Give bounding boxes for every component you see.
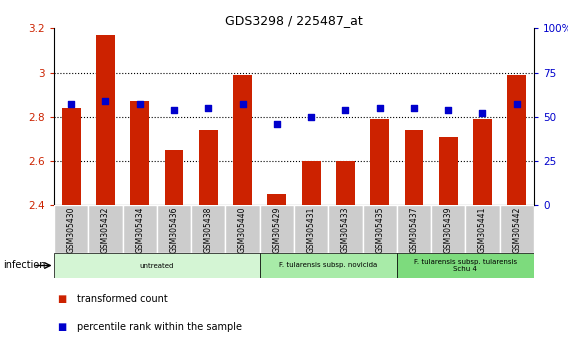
Bar [130,101,149,205]
Bar [233,75,252,205]
Text: GSM305436: GSM305436 [169,207,178,253]
FancyBboxPatch shape [157,205,191,253]
Bar [370,119,389,205]
Bar [62,108,81,205]
FancyBboxPatch shape [260,205,294,253]
Text: GSM305434: GSM305434 [135,207,144,253]
FancyBboxPatch shape [225,205,260,253]
Text: GSM305432: GSM305432 [101,207,110,253]
Bar [507,75,526,205]
FancyBboxPatch shape [88,205,123,253]
Text: GSM305430: GSM305430 [66,207,76,253]
Text: GSM305440: GSM305440 [238,207,247,253]
Point [238,102,247,107]
FancyBboxPatch shape [54,253,260,278]
FancyBboxPatch shape [123,205,157,253]
FancyBboxPatch shape [260,253,397,278]
Point [66,102,76,107]
Bar [165,150,183,205]
Text: GSM305435: GSM305435 [375,207,384,253]
Text: GSM305429: GSM305429 [272,207,281,253]
Point [341,107,350,113]
Point [512,102,521,107]
FancyBboxPatch shape [465,205,500,253]
Point [204,105,213,111]
FancyBboxPatch shape [397,205,431,253]
Bar [199,130,218,205]
Text: ■: ■ [57,322,66,332]
Text: ■: ■ [57,294,66,304]
Point [272,121,281,127]
Point [101,98,110,104]
Point [307,114,316,120]
Text: F. tularensis subsp. novicida: F. tularensis subsp. novicida [279,263,377,268]
Bar [439,137,458,205]
FancyBboxPatch shape [54,205,88,253]
Point [135,102,144,107]
Point [410,105,419,111]
FancyBboxPatch shape [191,205,225,253]
Text: GSM305439: GSM305439 [444,207,453,253]
FancyBboxPatch shape [431,205,465,253]
Bar [404,130,423,205]
Text: untreated: untreated [140,263,174,268]
Text: GSM305442: GSM305442 [512,207,521,253]
Text: GSM305441: GSM305441 [478,207,487,253]
Point [375,105,384,111]
Text: F. tularensis subsp. tularensis
Schu 4: F. tularensis subsp. tularensis Schu 4 [414,259,517,272]
Text: percentile rank within the sample: percentile rank within the sample [77,322,241,332]
Text: transformed count: transformed count [77,294,168,304]
FancyBboxPatch shape [328,205,362,253]
Text: infection: infection [3,261,45,270]
Text: GSM305433: GSM305433 [341,207,350,253]
Text: GSM305437: GSM305437 [410,207,419,253]
Bar [268,194,286,205]
Bar [473,119,492,205]
Point [478,110,487,116]
FancyBboxPatch shape [362,205,397,253]
FancyBboxPatch shape [500,205,534,253]
Point [444,107,453,113]
Bar [336,161,355,205]
Bar [302,161,320,205]
Point [169,107,178,113]
FancyBboxPatch shape [397,253,534,278]
Title: GDS3298 / 225487_at: GDS3298 / 225487_at [225,14,363,27]
Bar [96,35,115,205]
Text: GSM305438: GSM305438 [204,207,213,253]
Text: GSM305431: GSM305431 [307,207,316,253]
FancyBboxPatch shape [294,205,328,253]
